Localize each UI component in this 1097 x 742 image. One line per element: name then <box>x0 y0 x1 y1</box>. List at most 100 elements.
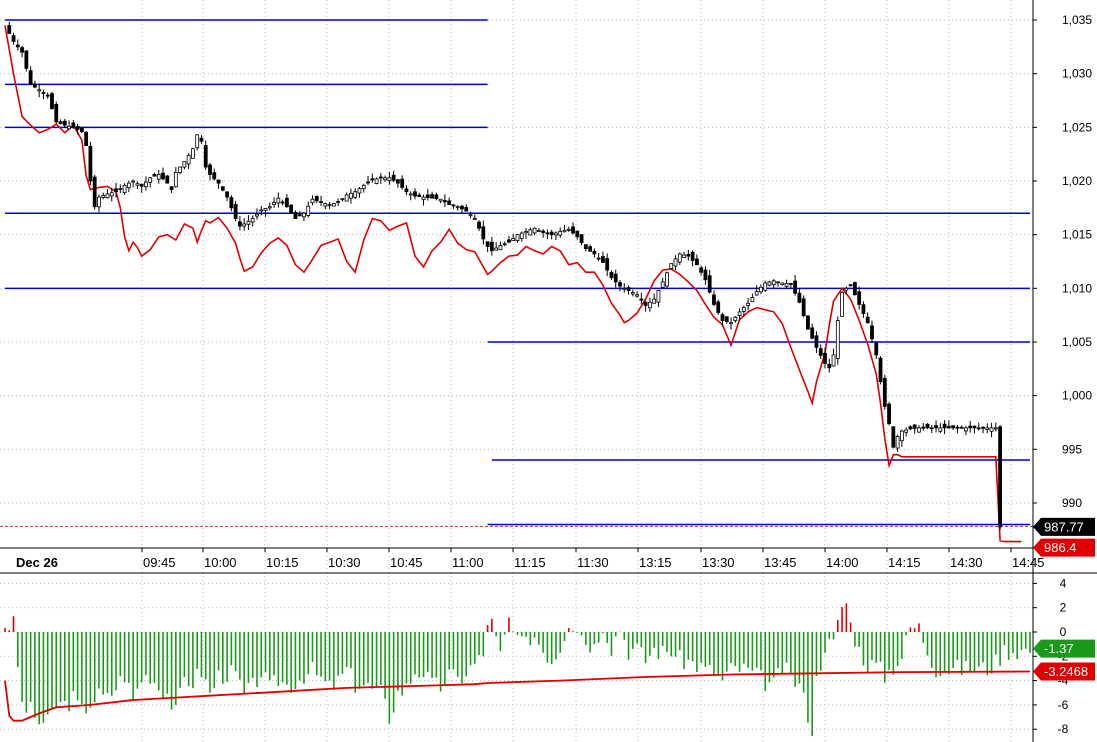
price-candle[interactable] <box>165 174 170 184</box>
price-candle[interactable] <box>255 208 259 220</box>
price-candle[interactable] <box>404 185 409 196</box>
price-candle[interactable] <box>502 241 507 247</box>
price-candle[interactable] <box>741 305 746 317</box>
price-candle[interactable] <box>686 249 691 261</box>
price-candle[interactable] <box>643 300 648 312</box>
price-candle[interactable] <box>37 83 42 98</box>
price-candle[interactable] <box>622 283 627 293</box>
price-candle[interactable] <box>724 316 729 324</box>
price-candle[interactable] <box>361 183 366 193</box>
price-candle[interactable] <box>793 274 797 296</box>
price-candle[interactable] <box>161 167 165 181</box>
price-candle[interactable] <box>331 203 336 207</box>
price-candle[interactable] <box>447 197 452 206</box>
price-candle[interactable] <box>173 166 178 188</box>
price-candle[interactable] <box>233 200 238 222</box>
price-candle[interactable] <box>259 205 264 216</box>
price-candle[interactable] <box>391 170 396 183</box>
price-candle[interactable] <box>33 80 37 89</box>
price-candle[interactable] <box>169 186 174 194</box>
price-candle[interactable] <box>494 242 499 251</box>
price-candle[interactable] <box>109 187 114 202</box>
price-candle[interactable] <box>71 119 76 129</box>
price-candle[interactable] <box>15 39 20 51</box>
price-candle[interactable] <box>434 192 439 201</box>
price-candle[interactable] <box>289 204 294 214</box>
price-candle[interactable] <box>810 323 815 340</box>
price-candle[interactable] <box>297 211 302 217</box>
price-candle[interactable] <box>144 176 148 191</box>
price-candle[interactable] <box>771 279 776 288</box>
price-candle[interactable] <box>485 241 490 252</box>
price-candle[interactable] <box>857 286 862 310</box>
price-candle[interactable] <box>238 216 242 231</box>
price-candle[interactable] <box>340 198 345 202</box>
price-candle[interactable] <box>349 188 353 204</box>
price-candle[interactable] <box>823 347 827 369</box>
price-candle[interactable] <box>20 45 24 58</box>
price-candle[interactable] <box>959 425 964 429</box>
price-candle[interactable] <box>199 135 204 144</box>
price-candle[interactable] <box>366 175 370 186</box>
price-candle[interactable] <box>88 141 93 186</box>
price-candle[interactable] <box>511 233 516 242</box>
price-candle[interactable] <box>11 32 16 45</box>
price-candle[interactable] <box>618 280 622 292</box>
price-candle[interactable] <box>327 202 332 209</box>
price-candle[interactable] <box>635 291 639 298</box>
price-candle[interactable] <box>566 226 571 232</box>
price-candle[interactable] <box>660 277 665 288</box>
price-candle[interactable] <box>84 131 89 146</box>
price-candle[interactable] <box>319 195 323 207</box>
price-candle[interactable] <box>302 212 306 222</box>
price-candle[interactable] <box>831 348 836 367</box>
price-candle[interactable] <box>250 215 255 227</box>
price-candle[interactable] <box>79 127 84 134</box>
price-candle[interactable] <box>481 220 486 245</box>
price-candle[interactable] <box>284 194 289 208</box>
price-candle[interactable] <box>601 251 605 264</box>
price-candle[interactable] <box>408 191 413 201</box>
price-candle[interactable] <box>972 425 977 434</box>
price-candle[interactable] <box>272 197 276 208</box>
price-candle[interactable] <box>425 188 430 201</box>
price-candle[interactable] <box>344 192 349 202</box>
price-candle[interactable] <box>554 231 558 240</box>
price-candle[interactable] <box>993 422 998 432</box>
price-candle[interactable] <box>818 344 823 360</box>
price-candle[interactable] <box>208 162 212 181</box>
price-candle[interactable] <box>981 426 985 434</box>
price-candle[interactable] <box>904 427 909 437</box>
price-candle[interactable] <box>652 293 657 304</box>
price-candle[interactable] <box>139 183 144 193</box>
price-candle[interactable] <box>776 281 780 287</box>
price-candle[interactable] <box>421 194 426 206</box>
price-candle[interactable] <box>477 220 481 232</box>
price-candle[interactable] <box>191 147 195 159</box>
price-candle[interactable] <box>703 266 708 285</box>
price-candle[interactable] <box>848 284 853 287</box>
price-candle[interactable] <box>156 170 161 184</box>
price-candle[interactable] <box>195 134 200 151</box>
price-candle[interactable] <box>677 252 682 266</box>
price-candle[interactable] <box>891 426 896 449</box>
price-candle[interactable] <box>464 204 469 212</box>
price-candle[interactable] <box>746 297 751 311</box>
price-candle[interactable] <box>784 279 789 289</box>
price-candle[interactable] <box>946 420 951 430</box>
price-candle[interactable] <box>976 422 981 431</box>
price-candle[interactable] <box>998 425 1002 530</box>
price-candle[interactable] <box>532 227 537 236</box>
price-candle[interactable] <box>882 374 887 410</box>
price-candle[interactable] <box>861 301 866 318</box>
price-candle[interactable] <box>549 229 554 240</box>
signal-line[interactable] <box>4 670 1031 722</box>
price-candle[interactable] <box>50 91 54 110</box>
price-candle[interactable] <box>763 280 768 292</box>
price-candle[interactable] <box>396 178 400 188</box>
price-candle[interactable] <box>801 295 806 318</box>
price-candle[interactable] <box>417 192 422 198</box>
price-candle[interactable] <box>921 423 926 431</box>
price-candle[interactable] <box>669 263 674 269</box>
price-candle[interactable] <box>370 173 375 183</box>
